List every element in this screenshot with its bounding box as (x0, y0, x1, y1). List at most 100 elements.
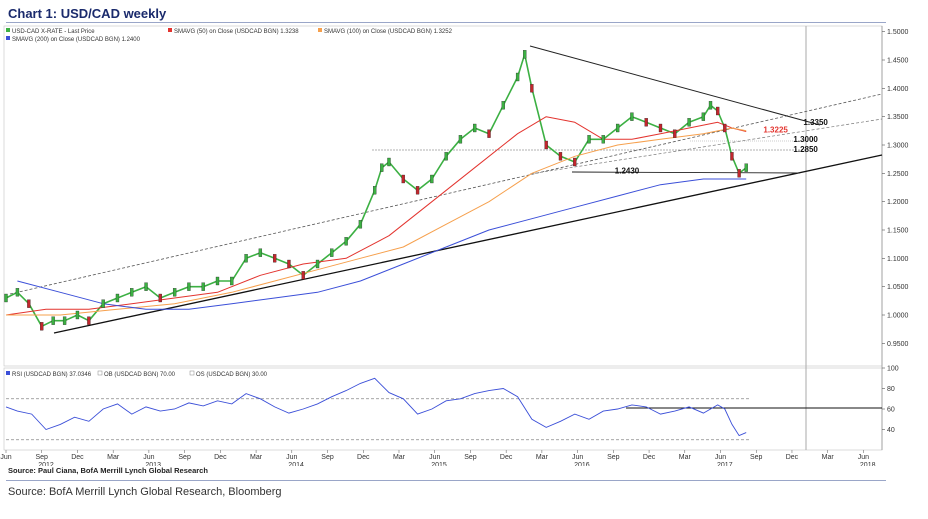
price-candle (673, 129, 677, 138)
x-year-label: 2015 (431, 462, 447, 466)
legend-rsi: RSI (USDCAD BGN) 37.0346 (12, 372, 92, 378)
price-candle (130, 288, 134, 297)
x-month-label: Mar (107, 454, 120, 461)
price-series (4, 50, 748, 331)
bottom-divider (6, 480, 886, 481)
long-term-support-line (53, 154, 883, 334)
price-candle (458, 135, 463, 144)
legend-swatch-rsi (6, 371, 10, 375)
price-y-tick-label: 1.3500 (887, 114, 909, 121)
price-candle (373, 186, 377, 195)
price-candle (15, 288, 20, 297)
descending-resistance-line (529, 45, 821, 126)
level-label: 1.2850 (793, 145, 818, 154)
price-candle (4, 293, 8, 303)
upper-dashed-channel (9, 93, 883, 295)
price-candle (544, 140, 548, 150)
price-candle (644, 118, 648, 127)
price-candle (201, 282, 205, 291)
rsi-y-ticks: 100 80 60 40 (882, 366, 899, 434)
triangle-lower-line (571, 171, 801, 174)
rsi-y-tick-label: 100 (887, 366, 899, 373)
legend-sma200: SMAVG (200) on Close (USDCAD BGN) 1.2400 (12, 37, 141, 43)
legend-swatch-sma100 (318, 28, 322, 32)
x-month-label: Dec (357, 454, 370, 461)
price-candle (523, 50, 527, 59)
legend-swatch-sma50 (168, 28, 172, 32)
rsi-levels (6, 398, 750, 441)
x-month-label: Jun (429, 454, 440, 461)
price-candle (723, 123, 727, 133)
x-month-label: Sep (178, 454, 191, 461)
price-candle (601, 135, 605, 144)
price-legend: USD-CAD X-RATE - Last Price SMAVG (50) o… (6, 28, 453, 43)
x-year-label: 2012 (38, 462, 54, 466)
price-candle (273, 254, 277, 263)
price-candle (315, 259, 320, 269)
price-y-tick-label: 1.4500 (887, 58, 909, 65)
legend-os: OS (USDCAD BGN) 30.00 (196, 372, 268, 378)
level-label: 1.3350 (803, 118, 828, 127)
price-y-tick-label: 1.0500 (887, 284, 909, 291)
price-y-tick-label: 1.0000 (887, 313, 909, 320)
price-candle (51, 316, 55, 325)
price-candle (716, 106, 720, 116)
x-month-label: Mar (822, 454, 835, 461)
price-candle (658, 123, 663, 133)
price-candle (630, 112, 634, 121)
price-y-tick-label: 1.2000 (887, 199, 909, 206)
x-month-label: Jun (0, 454, 11, 461)
x-month-label: Dec (214, 454, 227, 461)
price-candle (27, 299, 31, 308)
x-ticks: Jun Sep Dec Mar Jun Sep Dec Mar Jun Sep Dec Mar Jun S… (0, 450, 876, 466)
price-candle (230, 276, 234, 286)
price-candle (62, 316, 67, 325)
price-candle (258, 248, 263, 257)
title-divider (6, 22, 886, 23)
legend-swatch-os (189, 370, 195, 376)
legend-price: USD-CAD X-RATE - Last Price (12, 29, 95, 35)
x-month-label: Sep (750, 454, 763, 461)
legend-ob: OB (USDCAD BGN) 70.00 (104, 372, 176, 378)
price-candle (444, 152, 448, 161)
rsi-legend: RSI (USDCAD BGN) 37.0346 OB (USDCAD BGN)… (6, 370, 268, 378)
x-month-label: Sep (607, 454, 620, 461)
price-candle (415, 186, 420, 195)
price-candle (75, 310, 80, 320)
x-month-label: Dec (786, 454, 799, 461)
x-year-label: 2017 (717, 462, 733, 466)
price-y-tick-label: 1.4000 (887, 86, 909, 93)
rsi-line (5, 377, 747, 437)
price-candle (558, 152, 563, 161)
chart-title: Chart 1: USD/CAD weekly (8, 6, 167, 21)
sma50-line (5, 116, 747, 316)
price-candle (301, 271, 305, 280)
price-candle (473, 123, 477, 133)
price-y-ticks: 1.5000 1.4500 1.4000 1.3500 1.3000 1.2500 1.20… (882, 29, 909, 348)
source-note-inner: Source: Paul Ciana, BofA Merrill Lynch G… (8, 466, 208, 475)
x-month-label: Jun (715, 454, 726, 461)
x-month-label: Jun (572, 454, 583, 461)
price-candle (587, 135, 591, 144)
legend-swatch-ob (97, 370, 103, 376)
price-y-tick-label: 1.3000 (887, 143, 909, 150)
level-label: 1.3000 (793, 135, 818, 144)
price-candle (344, 237, 348, 246)
price-candle (744, 163, 748, 172)
x-month-label: Sep (464, 454, 477, 461)
price-candle (287, 259, 291, 269)
x-month-label: Jun (143, 454, 154, 461)
price-candle (401, 174, 405, 184)
price-y-tick-label: 1.5000 (887, 29, 909, 36)
x-month-label: Mar (393, 454, 406, 461)
sma200-line (17, 178, 747, 310)
price-y-tick-label: 1.1500 (887, 228, 909, 235)
price-candle (172, 288, 177, 297)
price-candle (244, 254, 248, 263)
price-candle (615, 123, 620, 133)
rsi-series (5, 377, 747, 437)
price-y-tick-label: 1.2500 (887, 171, 909, 178)
price-candle (144, 282, 148, 291)
level-label: 1.2430 (615, 166, 640, 175)
